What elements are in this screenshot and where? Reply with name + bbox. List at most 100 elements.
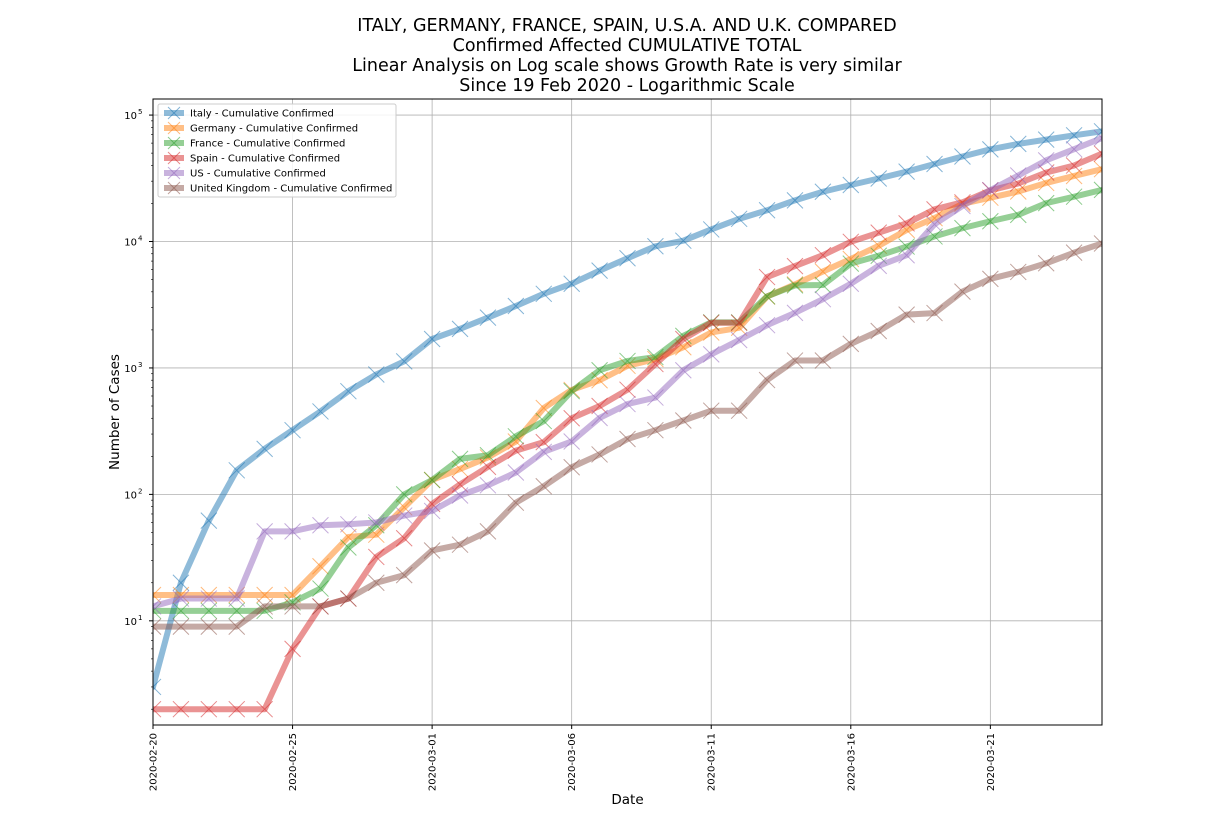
legend-item: Spain - Cumulative Confirmed	[164, 151, 340, 165]
data-point	[702, 402, 720, 420]
data-point	[870, 224, 888, 242]
data-point	[981, 270, 999, 288]
data-point	[1065, 157, 1083, 174]
series-5	[153, 235, 1102, 635]
data-point	[451, 536, 469, 554]
data-point	[172, 618, 190, 635]
data-point	[563, 382, 581, 400]
data-point	[786, 192, 804, 209]
chart-title-line: Linear Analysis on Log scale shows Growt…	[352, 56, 902, 76]
x-tick-label: 2020-02-25	[288, 733, 299, 791]
legend-marker	[167, 181, 181, 195]
data-point	[312, 580, 329, 597]
data-point	[870, 170, 888, 187]
data-point	[647, 355, 664, 373]
data-point	[981, 212, 999, 230]
series-lines	[153, 122, 1102, 718]
data-point	[898, 163, 915, 180]
data-point	[926, 200, 943, 218]
data-point	[786, 352, 804, 369]
data-point	[395, 566, 413, 584]
data-point	[1093, 181, 1102, 199]
y-tick-exponent: 3	[138, 361, 142, 369]
legend-label: Spain - Cumulative Confirmed	[190, 154, 340, 165]
data-point	[814, 352, 832, 369]
data-point	[647, 421, 664, 439]
data-point	[1037, 131, 1055, 148]
series-0	[153, 122, 1102, 696]
data-point	[1065, 244, 1083, 262]
data-point	[507, 442, 525, 459]
legend-item: United Kingdom - Cumulative Confirmed	[164, 181, 392, 195]
data-point	[1065, 188, 1083, 206]
data-point	[786, 257, 804, 275]
y-tick-label: 10	[124, 617, 137, 628]
data-point	[898, 215, 915, 232]
data-point	[647, 389, 664, 406]
y-tick-label: 10	[124, 364, 137, 375]
data-point	[842, 335, 860, 353]
data-point	[479, 458, 497, 476]
data-point	[954, 148, 971, 165]
data-point	[730, 210, 748, 228]
x-axis-label: Date	[611, 792, 643, 808]
chart-title: ITALY, GERMANY, FRANCE, SPAIN, U.S.A. AN…	[352, 16, 902, 96]
legend-marker	[167, 151, 181, 165]
legend-label: Germany - Cumulative Confirmed	[190, 124, 358, 135]
legend-marker	[167, 166, 181, 180]
data-point	[619, 249, 636, 267]
data-point	[563, 433, 581, 450]
data-point	[674, 412, 692, 429]
data-point	[674, 361, 692, 379]
data-point	[423, 330, 441, 348]
data-point	[842, 275, 860, 293]
data-point	[451, 320, 469, 338]
legend-label: Italy - Cumulative Confirmed	[190, 109, 334, 120]
data-point	[619, 430, 636, 448]
x-tick-label: 2020-03-16	[846, 733, 857, 791]
data-point	[228, 590, 246, 607]
x-tick-label: 2020-03-11	[707, 733, 718, 791]
data-point	[1037, 254, 1055, 272]
data-point	[1009, 135, 1027, 153]
data-point	[1037, 194, 1055, 212]
y-tick-base: 10	[124, 490, 137, 501]
data-point	[395, 352, 413, 370]
data-point	[479, 476, 497, 494]
data-point	[200, 618, 218, 635]
legend-box	[157, 103, 397, 198]
y-axis-label: Number of Cases	[107, 354, 123, 470]
data-point	[200, 512, 218, 529]
data-point	[423, 502, 441, 520]
data-point	[256, 598, 274, 615]
data-point	[591, 446, 608, 463]
data-point	[256, 586, 274, 604]
data-point	[870, 257, 888, 275]
data-point	[200, 700, 218, 718]
legend-marker	[167, 121, 181, 135]
data-point	[814, 276, 832, 294]
data-point	[172, 590, 190, 607]
data-point	[479, 523, 497, 540]
data-point	[926, 215, 943, 233]
data-point	[340, 539, 357, 556]
data-point	[870, 322, 888, 340]
legend-label: US - Cumulative Confirmed	[190, 169, 326, 180]
legend-label: United Kingdom - Cumulative Confirmed	[190, 184, 392, 195]
data-point	[702, 345, 720, 363]
data-point	[312, 557, 329, 575]
data-point	[591, 262, 608, 279]
data-point	[284, 523, 301, 540]
data-point	[842, 176, 860, 194]
data-point	[1009, 263, 1027, 281]
data-point	[674, 232, 692, 250]
legend-item: Germany - Cumulative Confirmed	[164, 121, 358, 135]
data-point	[256, 440, 274, 458]
data-point	[507, 427, 525, 445]
data-point	[563, 458, 581, 476]
data-point	[256, 523, 274, 540]
y-tick-label: 10	[124, 238, 137, 249]
data-point	[1065, 140, 1083, 158]
data-point	[758, 201, 776, 219]
data-point	[981, 140, 999, 158]
